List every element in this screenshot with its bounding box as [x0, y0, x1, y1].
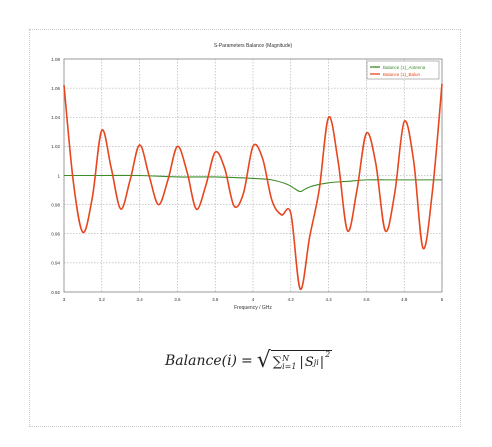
formula-power: 2	[325, 350, 331, 359]
x-tick-label: 3.8	[212, 297, 219, 302]
balance-formula: Balance(i) = √ ∑ N i=1 | S ji | 2	[165, 350, 333, 372]
y-tick-label: 1.08	[51, 57, 60, 62]
formula-sum-lower: i=1	[282, 361, 297, 371]
y-tick-label: 0.92	[51, 290, 60, 295]
chart-title: S-Parameters Balance (Magnitude)	[214, 43, 293, 49]
series-line-antenna	[63, 174, 442, 193]
formula-sum-upper: N	[282, 353, 290, 363]
abs-bar-left: |	[299, 355, 304, 370]
x-tick-label: 4.8	[401, 297, 408, 302]
y-tick-labels: 0.92 0.94 0.96 0.98 1 1.02 1.04 1.06 1.08	[51, 57, 60, 295]
x-axis-label: Frequency / GHz	[234, 305, 272, 311]
x-tick-label: 5	[441, 297, 444, 302]
x-tick-label: 3	[63, 297, 66, 302]
y-tick-label: 1	[57, 173, 60, 178]
x-tick-label: 4	[252, 297, 255, 302]
y-tick-label: 0.94	[51, 261, 60, 266]
y-tick-label: 1.02	[51, 144, 60, 149]
formula-lhs: Balance(i)	[165, 353, 238, 369]
series-line-balun	[63, 83, 443, 290]
formula-term-sub: ji	[313, 358, 319, 367]
legend-label: Balance (1)_Balun	[383, 72, 421, 77]
x-tick-label: 3.4	[136, 297, 143, 302]
formula-equals: =	[241, 353, 253, 369]
abs-bar-right: |	[319, 355, 325, 370]
x-tick-label: 4.2	[288, 297, 295, 302]
x-tick-label: 4.6	[363, 297, 370, 302]
chart-lines	[63, 83, 443, 290]
y-tick-label: 0.96	[51, 232, 60, 237]
x-tick-label: 3.6	[174, 297, 181, 302]
x-tick-label: 3.2	[99, 297, 106, 302]
sqrt-sign: √	[256, 348, 271, 373]
legend-box	[366, 60, 440, 80]
y-tick-label: 0.98	[51, 202, 60, 207]
x-tick-label: 4.4	[325, 297, 332, 302]
y-tick-label: 1.04	[51, 115, 60, 120]
formula-sum-symbol: ∑	[272, 355, 283, 370]
formula-term: S	[304, 355, 314, 370]
x-tick-labels: 3 3.2 3.4 3.6 3.8 4 4.2 4.4 4.6 4.8 5	[63, 297, 444, 302]
legend-label: Balance (1)_Antenna	[383, 65, 426, 70]
formula-sqrt: √ ∑ N i=1 | S ji | 2	[257, 350, 333, 372]
y-tick-label: 1.06	[51, 86, 60, 91]
sqrt-body: ∑ N i=1 | S ji | 2	[270, 350, 333, 372]
legend: Balance (1)_Antenna Balance (1)_Balun	[366, 60, 440, 80]
